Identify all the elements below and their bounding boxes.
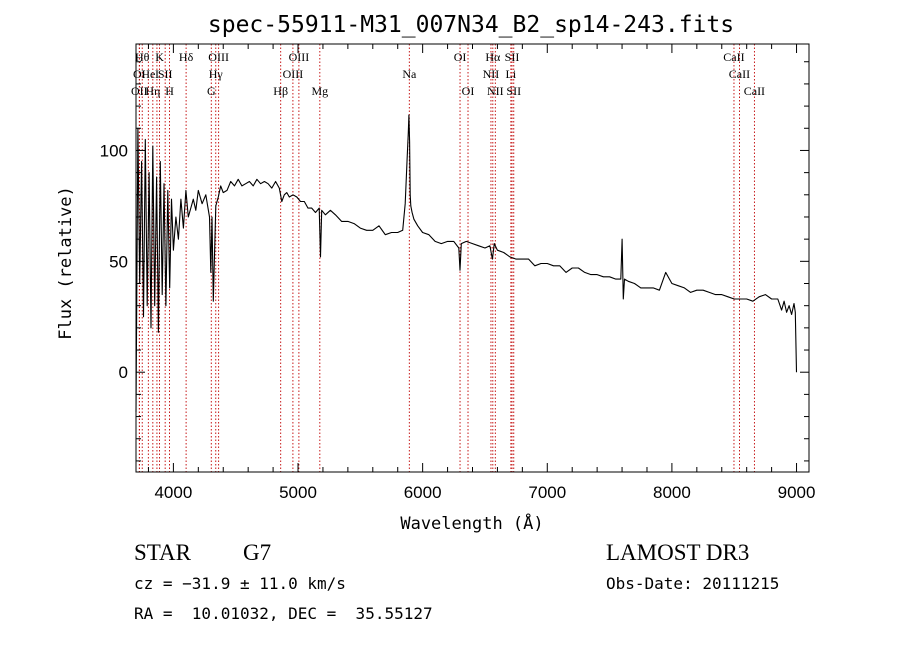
line-marker-label: OIII	[283, 67, 304, 81]
chart-title: spec-55911-M31_007N34_B2_sp14-243.fits	[208, 12, 734, 38]
x-tick-label: 5000	[279, 483, 317, 502]
line-marker-label: Hθ	[135, 50, 150, 64]
line-marker-label: Hβ	[273, 84, 288, 98]
radial-velocity: cz = −31.9 ± 11.0 km/s	[134, 574, 346, 593]
line-marker-label: Hη	[145, 84, 160, 98]
line-marker-label: SII	[506, 84, 521, 98]
line-marker-label: Hδ	[179, 50, 194, 64]
line-marker-label: CaII	[723, 50, 744, 64]
emission-line-guides	[138, 44, 755, 472]
x-tick-label: 4000	[154, 483, 192, 502]
line-marker-label: OIII	[208, 50, 229, 64]
line-marker-label: OII	[131, 84, 148, 98]
line-marker-label: I	[155, 67, 159, 81]
survey-name: LAMOST DR3	[606, 540, 750, 565]
line-marker-label: G	[207, 84, 216, 98]
y-axis-label: Flux (relative)	[56, 186, 76, 340]
object-subclass: G7	[243, 540, 272, 565]
line-marker-label: Mg	[311, 84, 328, 98]
x-tick-label: 9000	[778, 483, 816, 502]
x-axis-label: Wavelength (Å)	[400, 512, 543, 534]
y-tick-label: 0	[119, 363, 128, 382]
line-marker-label: SII	[158, 67, 173, 81]
x-tick-label: 6000	[404, 483, 442, 502]
line-marker-label: OIII	[289, 50, 310, 64]
y-tick-label: 50	[109, 252, 128, 271]
line-marker-label: NII	[487, 84, 504, 98]
line-marker-label: Li	[506, 67, 517, 81]
line-marker-label: H	[165, 84, 174, 98]
object-class: STAR	[134, 540, 191, 565]
line-marker-label: SII	[505, 50, 520, 64]
x-tick-label: 7000	[528, 483, 566, 502]
line-marker-label: He	[141, 67, 155, 81]
plot-frame	[135, 43, 810, 473]
y-tick-label: 100	[100, 141, 128, 160]
line-marker-label: Hγ	[209, 67, 224, 81]
line-marker-label: Na	[402, 67, 417, 81]
line-marker-label: OI	[462, 84, 475, 98]
spectrum-series-line	[135, 114, 798, 413]
sky-coordinates: RA = 10.01032, DEC = 35.55127	[134, 604, 433, 623]
line-marker-label: CaII	[744, 84, 765, 98]
line-marker-label: CaII	[729, 67, 750, 81]
y-axis-ticks: 0 50 100	[100, 61, 809, 462]
line-marker-label: Hα	[485, 50, 501, 64]
line-marker-label: NII	[483, 67, 500, 81]
x-axis-ticks: 4000 5000 6000 7000 8000 9000	[147, 44, 816, 502]
emission-line-labels: OII OI Hθ He Hη IK SII H Hδ G Hγ OIII Hβ OIII OIII Mg Na…	[131, 50, 765, 98]
line-marker-label: K	[155, 50, 164, 64]
line-marker-label: OI	[454, 50, 467, 64]
observation-date: Obs-Date: 20111215	[606, 574, 780, 593]
x-tick-label: 8000	[653, 483, 691, 502]
